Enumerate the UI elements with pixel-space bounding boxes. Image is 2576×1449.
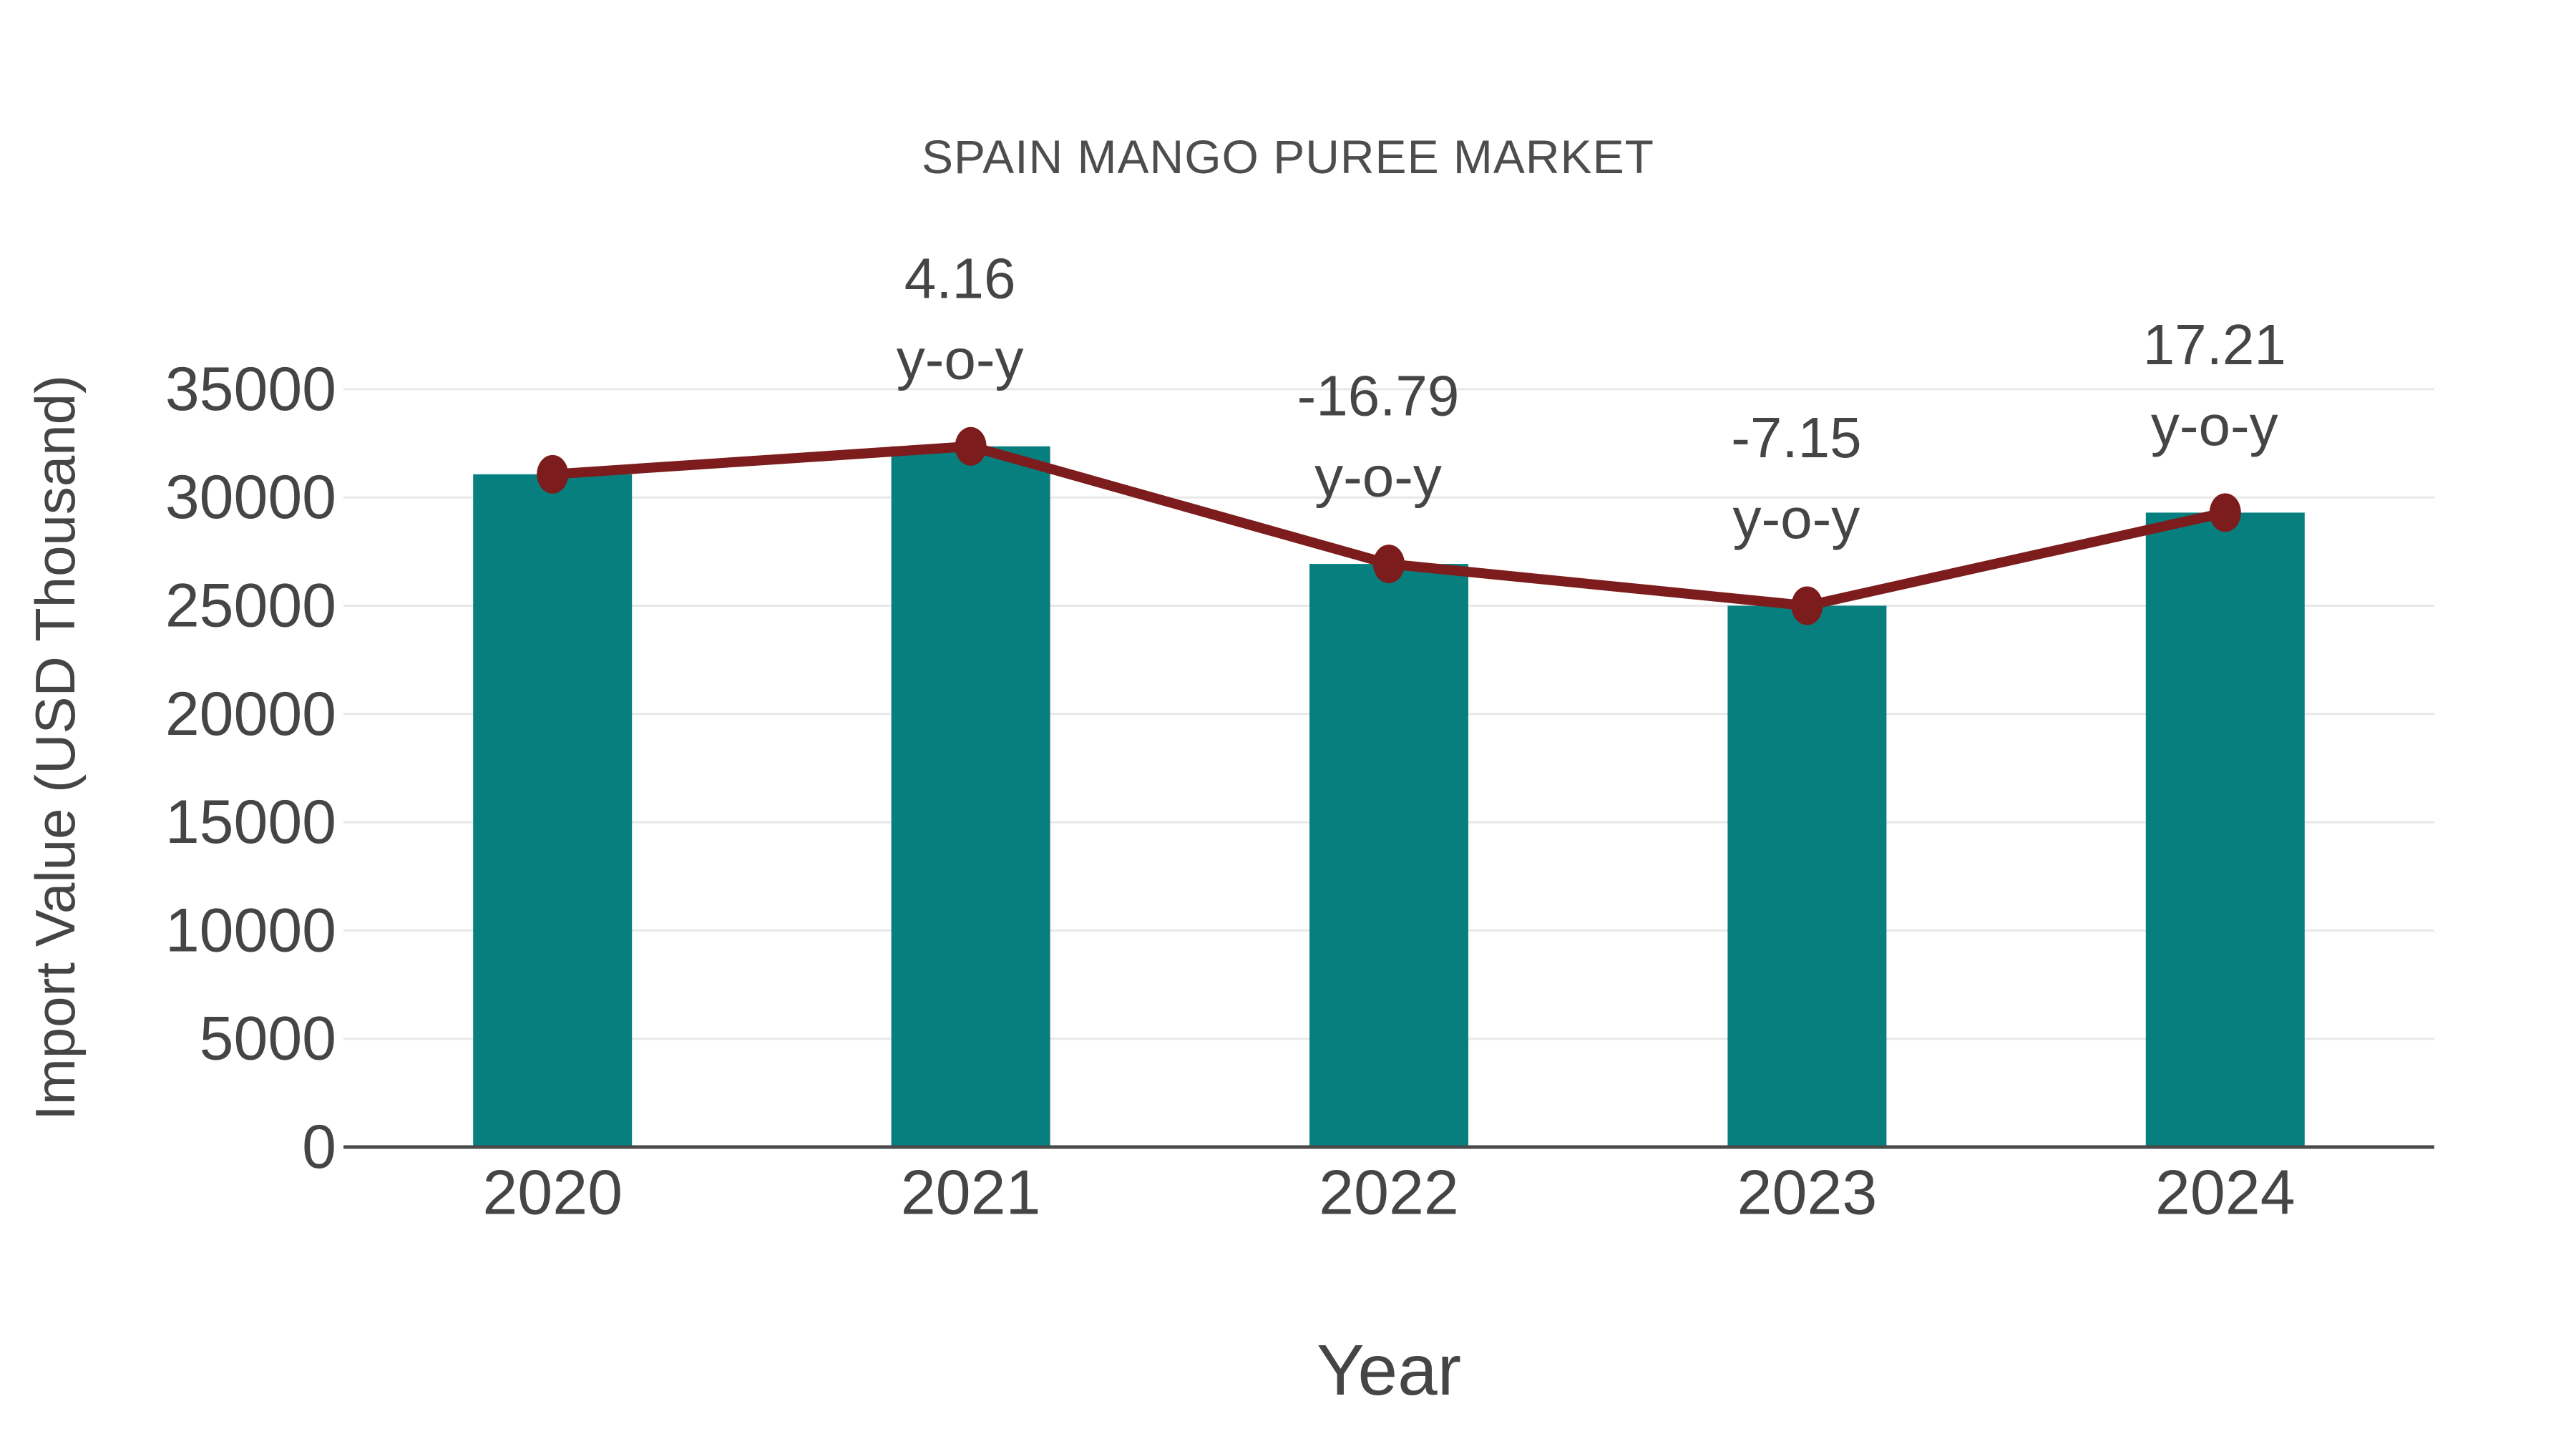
line-marker-2020: [537, 454, 569, 494]
annotation-suffix-2022: y-o-y: [1314, 445, 1442, 509]
x-tick-label-2023: 2023: [1737, 1157, 1878, 1228]
x-tick-label-2024: 2024: [2155, 1157, 2296, 1228]
bar-2022: [1309, 564, 1468, 1147]
bar-2020: [473, 474, 633, 1147]
annotation-suffix-2021: y-o-y: [897, 327, 1024, 391]
y-axis-title: Import Value (USD Thousand): [24, 375, 87, 1121]
annotation-suffix-2023: y-o-y: [1733, 487, 1860, 550]
x-axis-title: Year: [1317, 1330, 1461, 1410]
bar-2024: [2145, 512, 2305, 1147]
line-marker-2023: [1791, 586, 1823, 625]
line-marker-2024: [2209, 493, 2241, 532]
y-tick-label-0: 0: [302, 1113, 336, 1181]
annotation-suffix-2024: y-o-y: [2151, 394, 2278, 457]
bar-2023: [1727, 605, 1887, 1147]
annotation-value-2022: -16.79: [1297, 364, 1460, 428]
y-tick-label-35000: 35000: [165, 355, 336, 424]
line-marker-2021: [955, 426, 987, 466]
bar-2021: [891, 446, 1050, 1147]
y-tick-label-15000: 15000: [165, 788, 336, 857]
annotation-value-2023: -7.15: [1731, 406, 1861, 469]
x-tick-label-2022: 2022: [1319, 1157, 1459, 1228]
y-tick-label-5000: 5000: [200, 1005, 336, 1073]
line-marker-2022: [1373, 545, 1405, 584]
chart-title: SPAIN MANGO PUREE MARKET: [922, 130, 1654, 183]
y-tick-label-10000: 10000: [165, 896, 336, 965]
y-tick-label-30000: 30000: [165, 463, 336, 532]
x-tick-label-2020: 2020: [482, 1157, 623, 1228]
x-tick-label-2021: 2021: [901, 1157, 1041, 1228]
y-tick-label-25000: 25000: [165, 572, 336, 640]
y-tick-label-20000: 20000: [165, 680, 336, 748]
annotation-value-2021: 4.16: [904, 246, 1016, 310]
annotation-value-2024: 17.21: [2143, 313, 2286, 376]
